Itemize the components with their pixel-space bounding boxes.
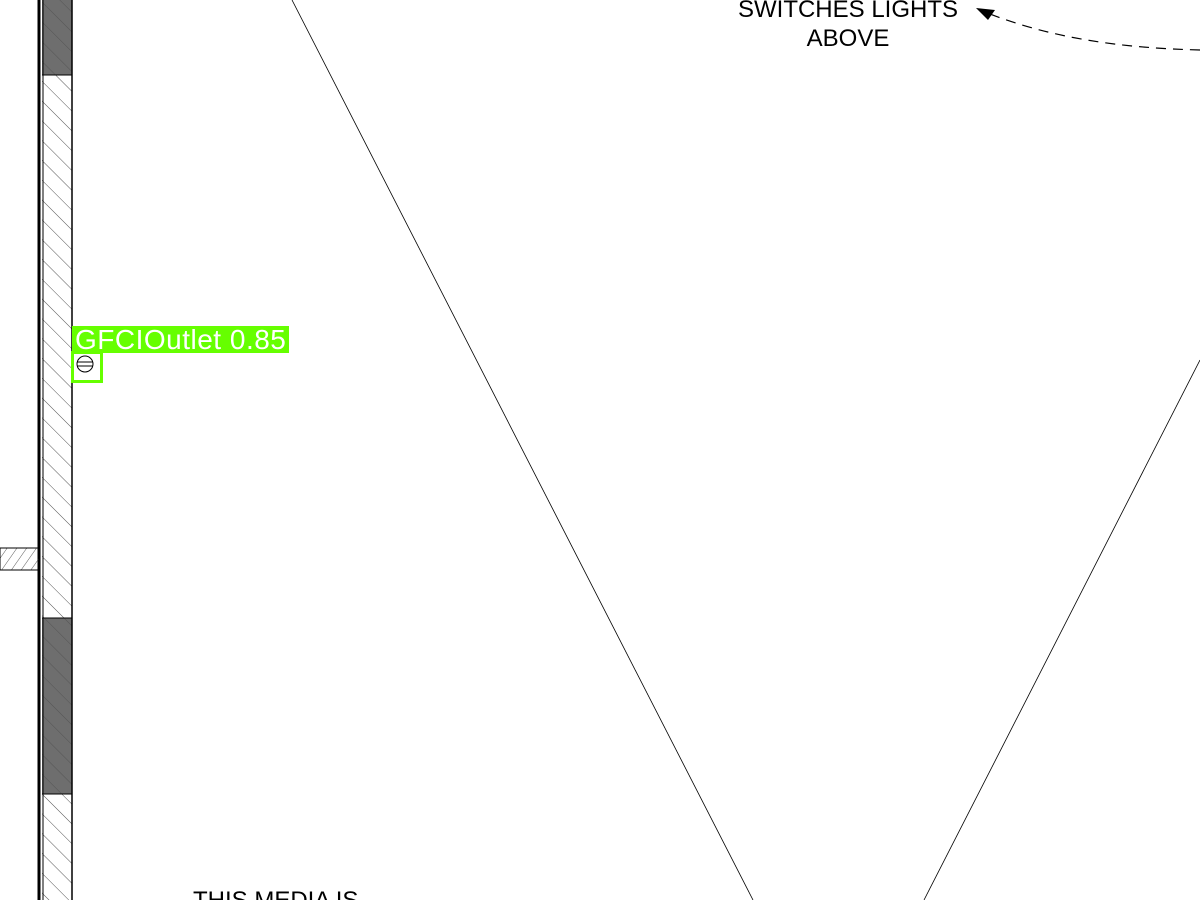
note-media: THIS MEDIA IS	[193, 887, 358, 900]
switch-leader-arrow	[976, 8, 1200, 51]
note-switches-line1: SWITCHES LIGHTS	[738, 0, 958, 23]
wall-section	[37, 0, 73, 900]
diagonal-line-right	[923, 359, 1200, 900]
detection-bounding-box	[71, 351, 103, 383]
note-switches-line2: ABOVE	[807, 25, 890, 52]
wall-stub	[0, 547, 40, 571]
diagonal-line-left	[291, 0, 754, 900]
gfci-outlet-symbol	[76, 355, 94, 373]
detection-label: GFCIOutlet 0.85	[72, 326, 290, 354]
